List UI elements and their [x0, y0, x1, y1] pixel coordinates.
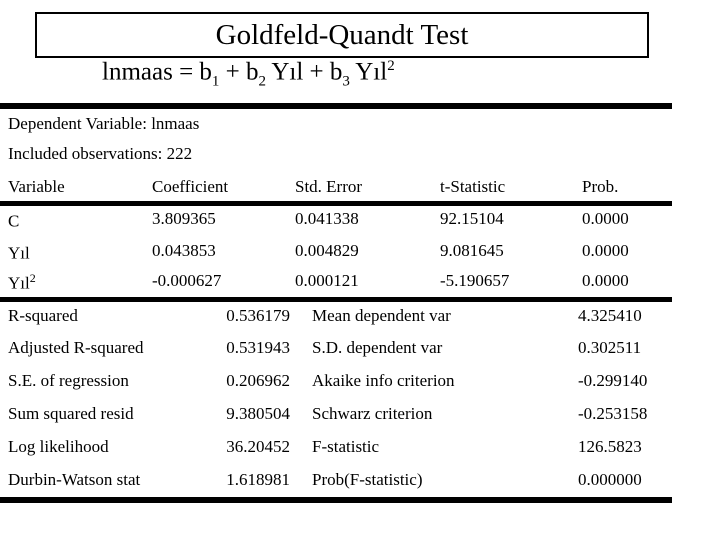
equation-subscript: 3	[342, 73, 350, 90]
cell-prob: 0.0000	[582, 209, 629, 228]
divider-top	[0, 103, 672, 109]
summary-label-left: Sum squared resid	[8, 404, 134, 423]
equation-subscript: 1	[211, 73, 220, 90]
cell-variable: Yıl	[8, 241, 30, 264]
summary-label-left: Log likelihood	[8, 437, 109, 456]
cell-coefficient: 0.043853	[152, 241, 216, 260]
cell-std-error: 0.041338	[295, 209, 359, 228]
divider-below-coefficients	[0, 297, 672, 302]
equation-segment: + b	[219, 58, 259, 86]
summary-value-left: 9.380504	[226, 404, 290, 423]
summary-value-right: 0.302511	[578, 338, 642, 357]
variable-name: C	[8, 211, 20, 231]
header-prob: Prob.	[582, 177, 619, 196]
divider-bottom	[0, 497, 672, 503]
observations-line: Included observations: 222	[8, 144, 193, 163]
coef-table-header-row: Variable Coefficient Std. Error t-Statis…	[0, 177, 672, 199]
summary-row: S.E. of regression 0.206962 Akaike info …	[0, 371, 672, 393]
equation-segment: lnmaas = b	[102, 58, 212, 86]
variable-name: Yıl	[8, 273, 30, 293]
summary-label-left: S.E. of regression	[8, 371, 129, 390]
table-row: Yıl 0.043853 0.004829 9.081645 0.0000	[0, 241, 672, 263]
summary-label-right: Mean dependent var	[312, 306, 451, 325]
header-std-error: Std. Error	[295, 177, 363, 196]
divider-below-header	[0, 201, 672, 206]
cell-prob: 0.0000	[582, 241, 629, 260]
cell-prob: 0.0000	[582, 271, 629, 290]
summary-label-right: Prob(F-statistic)	[312, 470, 423, 489]
equation-subscript: 2	[258, 73, 267, 90]
summary-value-left: 36.20452	[226, 437, 290, 456]
cell-variable: C	[8, 209, 19, 232]
cell-coefficient: 3.809365	[152, 209, 216, 228]
cell-std-error: 0.000121	[295, 271, 359, 290]
cell-t-statistic: -5.190657	[440, 271, 510, 290]
summary-label-right: S.D. dependent var	[312, 338, 443, 357]
cell-t-statistic: 9.081645	[440, 241, 504, 260]
summary-label-left: R-squared	[8, 306, 78, 325]
summary-row: Sum squared resid 9.380504 Schwarz crite…	[0, 404, 672, 426]
summary-label-left: Adjusted R-squared	[8, 338, 144, 357]
summary-value-right: -0.299140	[578, 371, 648, 390]
summary-row: Durbin-Watson stat 1.618981 Prob(F-stati…	[0, 470, 672, 492]
summary-value-right: 0.000000	[578, 470, 642, 489]
summary-label-right: Schwarz criterion	[312, 404, 433, 423]
table-row: C 3.809365 0.041338 92.15104 0.0000	[0, 209, 672, 231]
summary-value-left: 1.618981	[226, 470, 290, 489]
header-coefficient: Coefficient	[152, 177, 229, 196]
summary-row: R-squared 0.536179 Mean dependent var 4.…	[0, 306, 672, 328]
equation-segment: Yıl + b	[266, 58, 343, 86]
header-t-statistic: t-Statistic	[440, 177, 506, 196]
summary-value-right: 126.5823	[578, 437, 642, 456]
summary-value-left: 0.206962	[226, 371, 290, 390]
variable-name: Yıl	[8, 243, 30, 263]
summary-value-right: -0.253158	[578, 404, 648, 423]
table-row: Yıl2 -0.000627 0.000121 -5.190657 0.0000	[0, 271, 672, 293]
regression-equation: lnmaas = b1 + b2 Yıl + b3 Yıl2	[102, 58, 395, 90]
title-box: Goldfeld-Quandt Test	[35, 12, 649, 58]
equation-segment: Yıl	[349, 58, 388, 86]
cell-variable: Yıl2	[8, 271, 36, 294]
summary-value-left: 0.536179	[226, 306, 290, 325]
summary-value-left: 0.531943	[226, 338, 290, 357]
cell-t-statistic: 92.15104	[440, 209, 504, 228]
slide-title: Goldfeld-Quandt Test	[215, 19, 469, 51]
cell-coefficient: -0.000627	[152, 271, 222, 290]
summary-label-right: Akaike info criterion	[312, 371, 455, 390]
dependent-variable-line: Dependent Variable: lnmaas	[8, 114, 200, 133]
summary-row: Log likelihood 36.20452 F-statistic 126.…	[0, 437, 672, 459]
cell-std-error: 0.004829	[295, 241, 359, 260]
summary-row: Adjusted R-squared 0.531943 S.D. depende…	[0, 338, 672, 360]
equation-superscript: 2	[387, 58, 395, 74]
summary-value-right: 4.325410	[578, 306, 642, 325]
header-variable: Variable	[8, 177, 65, 196]
summary-label-right: F-statistic	[312, 437, 380, 456]
variable-superscript: 2	[29, 271, 36, 285]
summary-label-left: Durbin-Watson stat	[8, 470, 141, 489]
